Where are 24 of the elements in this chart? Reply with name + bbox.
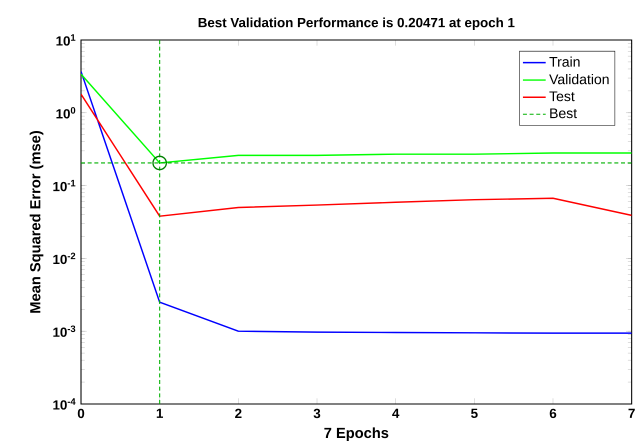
x-tick-label: 2 xyxy=(235,408,242,418)
y-tick-label: 10$^{-3}$ xyxy=(53,325,76,337)
y-tick-label: 10$^{-4}$ xyxy=(53,398,76,410)
y-tick-label: 10$^{0}$ xyxy=(56,107,76,119)
y-axis-title: Mean Squared Error (mse) xyxy=(30,131,44,313)
legend-label: Best xyxy=(550,108,577,118)
x-tick-label: 4 xyxy=(392,408,400,418)
y-tick-label: 10$^{1}$ xyxy=(56,34,76,46)
x-tick-label: 6 xyxy=(550,408,556,418)
legend-label: Validation xyxy=(549,74,609,84)
x-tick-label: 7 xyxy=(628,408,635,418)
x-tick-label: 5 xyxy=(471,408,478,418)
line-series xyxy=(81,73,632,164)
x-axis-title: 7 Epochs xyxy=(324,427,388,441)
line-series xyxy=(81,70,632,334)
y-tick-label: 10$^{-2}$ xyxy=(53,252,76,264)
legend-label: Train xyxy=(549,56,580,67)
x-tick-label: 0 xyxy=(78,408,84,418)
x-tick-label: 1 xyxy=(156,408,164,418)
x-tick-label: 3 xyxy=(314,408,320,418)
line-series xyxy=(81,93,632,217)
y-tick-label: 10$^{-1}$ xyxy=(53,180,76,192)
legend-label: Test xyxy=(549,91,575,102)
chart-title: Best Validation Performance is 0.20471 at epoch 1 xyxy=(198,18,515,30)
